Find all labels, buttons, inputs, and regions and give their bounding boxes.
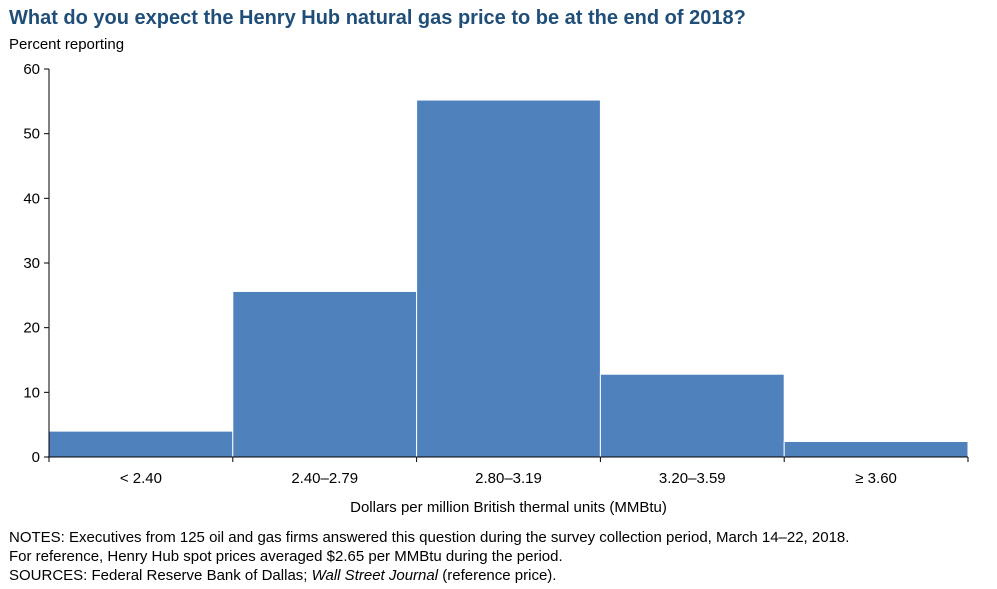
bar-0 <box>48 430 234 458</box>
bar-1 <box>232 290 418 458</box>
y-tick-label-2: 20 <box>23 320 40 337</box>
sources-line: SOURCES: Federal Reserve Bank of Dallas;… <box>9 566 849 585</box>
x-tick-label-1: 2.40–2.79 <box>291 470 358 487</box>
notes-line-1: NOTES: Executives from 125 oil and gas f… <box>9 529 850 546</box>
y-tick-label-0: 0 <box>32 449 40 466</box>
sources-italic: Wall Street Journal <box>311 567 439 584</box>
chart-title: What do you expect the Henry Hub natural… <box>9 7 746 29</box>
sources-suffix: (reference price). <box>438 567 557 584</box>
notes-line-2: For reference, Henry Hub spot prices ave… <box>9 548 563 565</box>
y-tick-label-3: 30 <box>23 255 40 272</box>
y-tick-label-6: 60 <box>23 61 40 78</box>
notes: NOTES: Executives from 125 oil and gas f… <box>9 528 849 585</box>
axes-group: 0 10 20 30 40 50 60 < 2.40 2.40–2.79 2.80–3.19 3.2… <box>23 61 969 487</box>
bar-2 <box>416 99 601 458</box>
x-tick-label-0: < 2.40 <box>120 470 162 487</box>
sources-prefix: SOURCES: Federal Reserve Bank of Dallas; <box>9 567 312 584</box>
bar-3 <box>599 373 785 458</box>
y-tick-label-1: 10 <box>23 384 40 401</box>
y-axis-label: Percent reporting <box>9 36 125 53</box>
bars-group <box>48 99 969 458</box>
y-tick-label-5: 50 <box>23 126 40 143</box>
x-tick-label-4: ≥ 3.60 <box>855 470 897 487</box>
y-tick-label-4: 40 <box>23 190 40 207</box>
bar-chart: 0 10 20 30 40 50 60 < 2.40 2.40–2.79 2.80–3.19 3.2… <box>23 61 969 516</box>
x-axis-title: Dollars per million British thermal unit… <box>350 499 667 516</box>
x-tick-label-3: 3.20–3.59 <box>659 470 726 487</box>
bar-4 <box>783 440 969 458</box>
x-tick-label-2: 2.80–3.19 <box>475 470 542 487</box>
